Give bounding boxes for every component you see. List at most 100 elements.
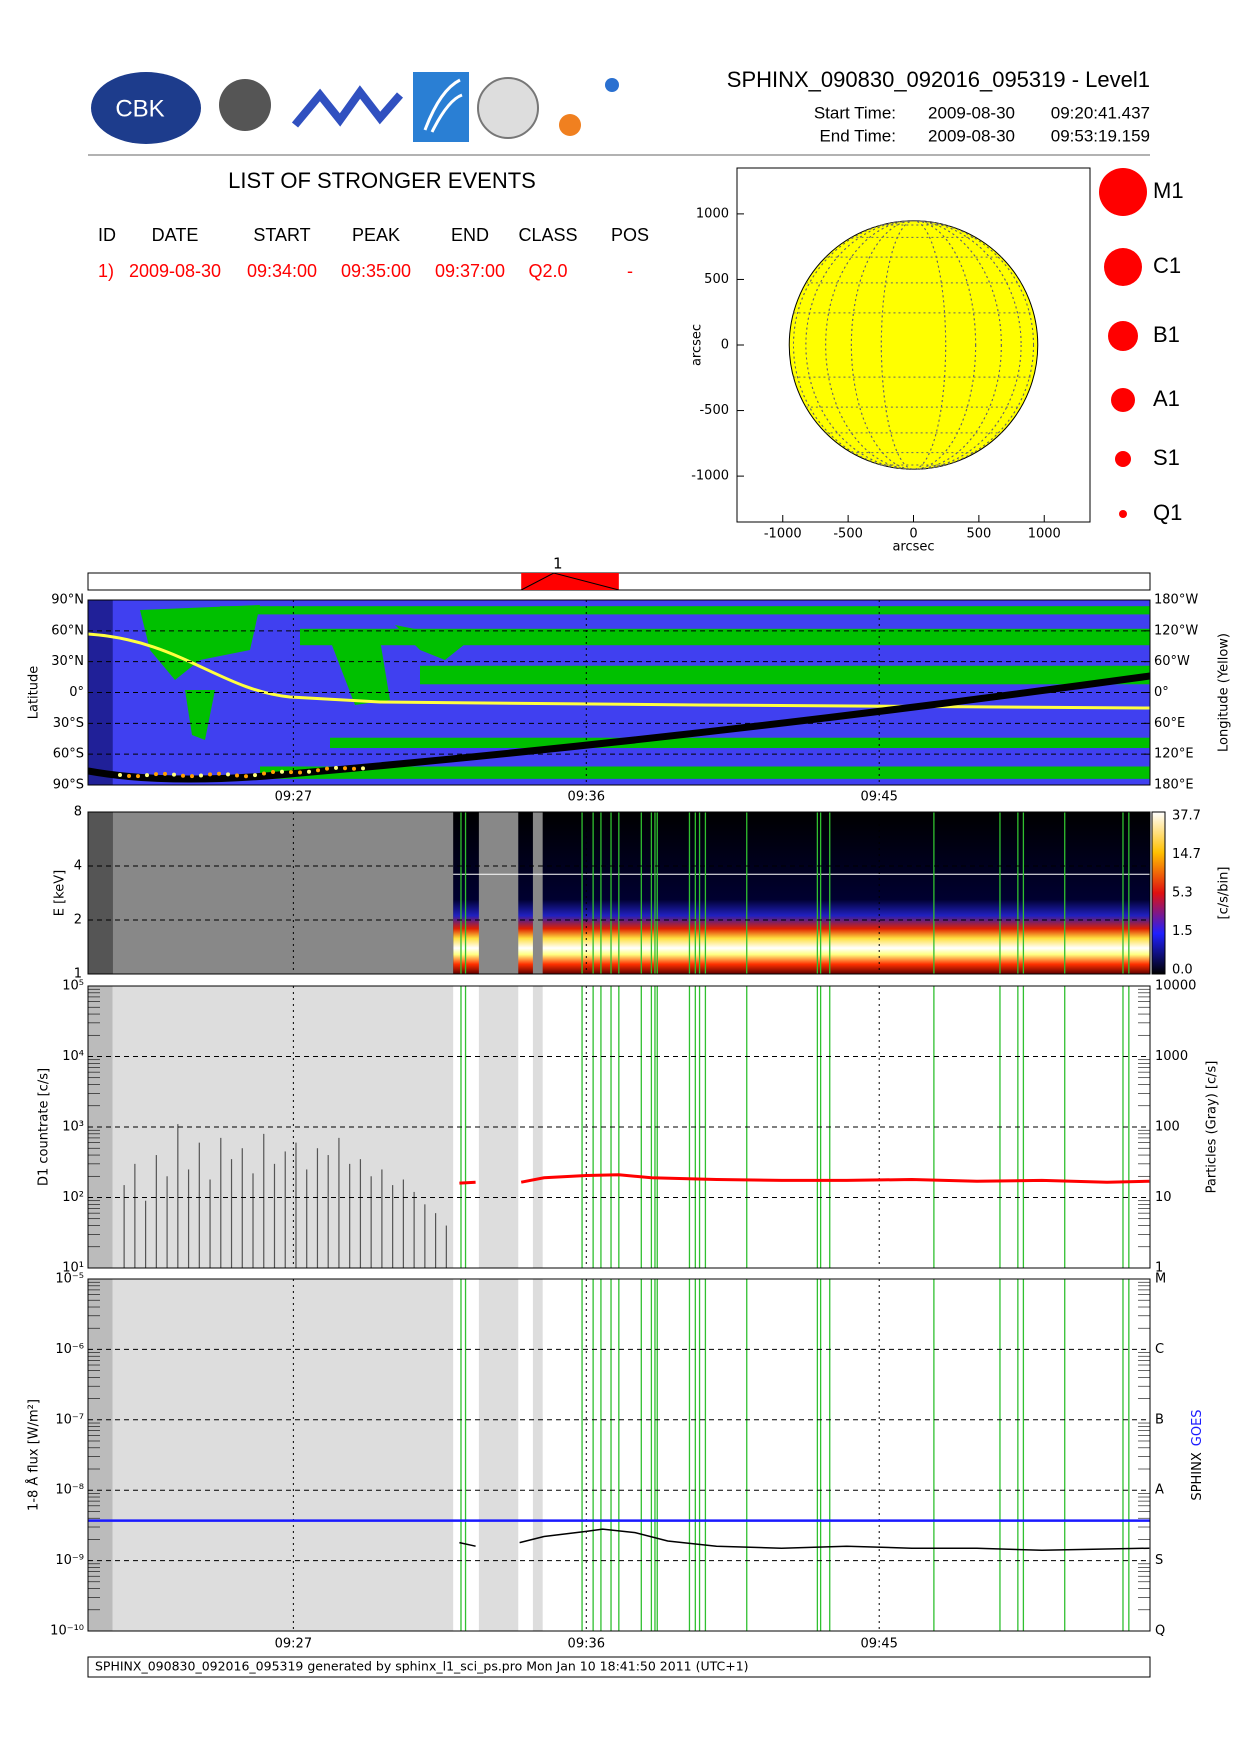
track-dot [226, 772, 230, 777]
colorbar [1151, 811, 1166, 975]
y-tick-label: 60°S [53, 747, 84, 762]
land-band [300, 628, 1150, 646]
land-band [220, 606, 1150, 615]
y-tick-label: 60°N [51, 623, 84, 638]
blue-logo-mark [423, 78, 463, 133]
track-dot [199, 773, 203, 778]
y2-tick-label: 180°E [1154, 778, 1194, 793]
track-dot [361, 766, 365, 771]
x-tick-label: 09:45 [860, 1637, 897, 1652]
y2-tick-label: 10 [1155, 1190, 1172, 1205]
column-header: DATE [152, 225, 199, 245]
y-tick-label: 1 [74, 967, 82, 982]
y-tick-label: 30°S [53, 716, 84, 731]
track-dot [190, 774, 194, 779]
y2-tick-label: 60°E [1154, 716, 1185, 731]
x-tick-label: 500 [966, 527, 991, 542]
track-dot [163, 771, 167, 776]
colorbar-label: 5.3 [1172, 886, 1193, 901]
class-tick-label: C [1155, 1342, 1164, 1357]
sun-meridian [792, 220, 1035, 470]
y-axis-label: Latitude [27, 666, 42, 720]
column-header: ID [98, 225, 116, 245]
y-tick-label: 8 [74, 805, 82, 820]
land [140, 605, 470, 740]
y-axis-label: E [keV] [53, 870, 68, 916]
gap-light [532, 986, 543, 1268]
event-span [521, 573, 619, 590]
end-date: 2009-08-30 [928, 126, 1015, 145]
gap-dark [88, 812, 113, 974]
y2-tick-label: 120°W [1154, 623, 1198, 638]
footer-box [87, 1656, 1151, 1678]
portrait-logo [219, 79, 271, 131]
x-tick-label: 09:27 [275, 1637, 312, 1652]
column-header: START [253, 225, 310, 245]
y-tick-label: 10⁻⁹ [55, 1553, 84, 1568]
class-symbol [1104, 248, 1142, 286]
track-dot [118, 773, 122, 777]
gap-dark [88, 1279, 113, 1631]
y-tick-label: 2 [74, 913, 82, 928]
colorbar-title: [c/s/bin] [1217, 867, 1232, 920]
y-axis-label: D1 countrate [c/s] [37, 1068, 52, 1186]
x-tick-label: 09:36 [568, 1637, 605, 1652]
sun-meridian [825, 220, 1002, 470]
track-dot [127, 774, 131, 779]
track-dot [343, 766, 347, 771]
track-dot [325, 766, 329, 771]
gap-light [478, 812, 519, 974]
cbk-text: CBK [115, 95, 164, 122]
column-header: END [451, 225, 489, 245]
x-axis-label: arcsec [892, 540, 934, 555]
class-symbol [1111, 388, 1135, 412]
gap-light [112, 1279, 454, 1631]
land-band [260, 766, 1150, 779]
x-tick-label: 0 [909, 527, 917, 542]
x-tick-label: 09:45 [860, 790, 897, 805]
y-tick-label: 10⁻⁸ [55, 1483, 84, 1498]
track-dot [253, 773, 257, 778]
blue-logo [413, 72, 469, 142]
track-dot [208, 772, 212, 777]
y-tick-label: 10³ [62, 1120, 84, 1135]
y-tick-label: -500 [699, 403, 729, 418]
class-label: Q1 [1153, 500, 1182, 525]
y2-tick-label: 1000 [1155, 1049, 1188, 1064]
y2-axis-label: Particles (Gray) [c/s] [1205, 1061, 1220, 1194]
colorbar-label: 1.5 [1172, 924, 1193, 939]
track-dot [334, 765, 338, 770]
event-cell: 1) [98, 261, 114, 281]
track-dot [217, 771, 221, 776]
class-label: A1 [1153, 386, 1180, 411]
class-symbol [1119, 510, 1127, 518]
track-dot [280, 769, 284, 774]
track-dot [298, 770, 302, 775]
y2-tick-label: 1 [1155, 1261, 1163, 1276]
column-header: CLASS [518, 225, 577, 245]
class-label: C1 [1153, 253, 1181, 278]
start-time: 09:20:41.437 [1051, 103, 1150, 122]
y2-axis-label: Longitude (Yellow) [1217, 633, 1232, 752]
y2-tick-label: 100 [1155, 1120, 1180, 1135]
column-header: PEAK [352, 225, 400, 245]
spec-frame [87, 811, 1151, 975]
class-tick-label: Q [1155, 1624, 1165, 1639]
start-date: 2009-08-30 [928, 103, 1015, 122]
colorbar-label: 14.7 [1172, 847, 1201, 862]
y-tick-label: 10⁻⁷ [55, 1412, 84, 1427]
class-tick-label: A [1155, 1483, 1164, 1498]
legend-entry: SPHINX [1190, 1452, 1205, 1500]
track-dot [154, 772, 158, 777]
y-tick-label: 10⁻⁵ [55, 1272, 84, 1287]
event-peak [520, 572, 619, 591]
track-dot [136, 774, 140, 779]
track-dot [307, 769, 311, 774]
class-symbol [1115, 451, 1131, 467]
y-tick-label: 0° [69, 685, 84, 700]
y-tick-label: 10⁻¹⁰ [50, 1624, 84, 1639]
y-tick-label: 0 [721, 338, 729, 353]
legend-entry: GOES [1190, 1409, 1205, 1446]
class-label: M1 [1153, 178, 1184, 203]
track-dot [316, 768, 320, 773]
